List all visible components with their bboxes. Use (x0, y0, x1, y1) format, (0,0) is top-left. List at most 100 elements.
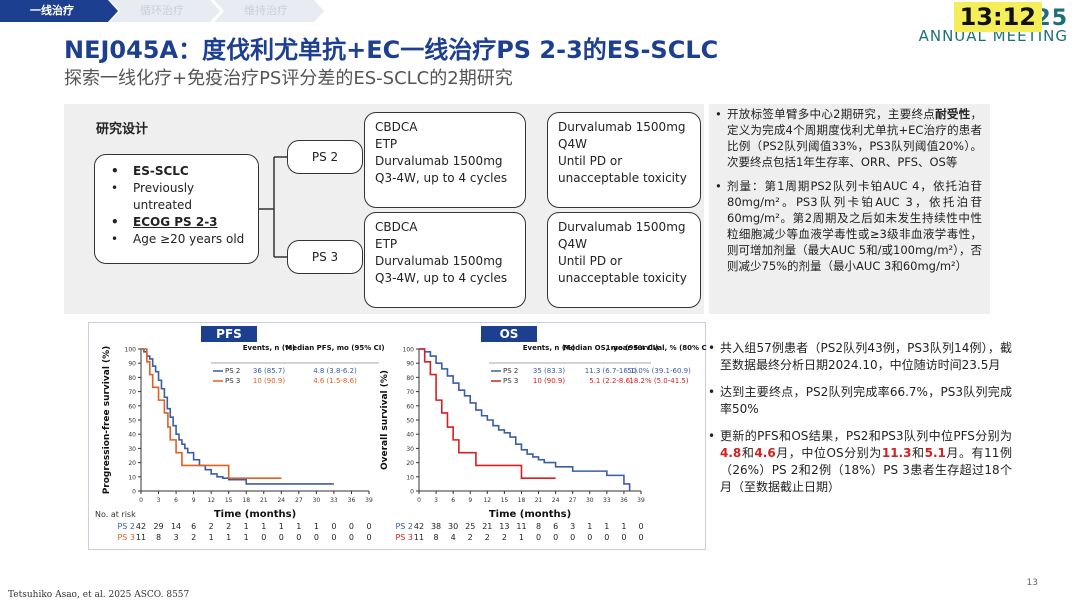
x-tick-label: 30 (313, 497, 321, 504)
note-text: ，定义为完成4个周期度伐利尤单抗+EC治疗的患者比例（PS2队列阈值33%，PS… (727, 107, 982, 169)
tab-cycle[interactable]: 循环治疗 (110, 0, 220, 22)
y-tick-label: 0 (132, 489, 136, 496)
note-text: 和 (911, 446, 925, 460)
at-risk-value: 3 (174, 533, 179, 542)
y-tick-label: 60 (406, 403, 414, 410)
at-risk-value: 1 (244, 533, 249, 542)
at-risk-value: 2 (226, 522, 231, 531)
tab-maintenance[interactable]: 维持治疗 (214, 0, 324, 22)
at-risk-value: 2 (502, 533, 507, 542)
tab-first-line[interactable]: 一线治疗 (0, 0, 118, 22)
at-risk-value: 0 (553, 533, 558, 542)
at-risk-value: 8 (434, 533, 439, 542)
y-tick-label: 80 (128, 375, 136, 382)
highlight-value: 4.6 (754, 446, 776, 460)
design-label: 研究设计 (96, 122, 149, 137)
chart-title: PFS (216, 327, 242, 341)
at-risk-value: 25 (465, 522, 475, 531)
x-tick-label: 33 (603, 497, 611, 504)
chart-title-badge (201, 326, 257, 342)
x-axis-label: Time (months) (214, 509, 296, 520)
x-tick-label: 12 (207, 497, 215, 504)
at-risk-value: 21 (482, 522, 492, 531)
x-tick-label: 3 (434, 497, 438, 504)
series-events: 10 (90.9) (533, 377, 565, 385)
at-risk-value: 0 (331, 533, 336, 542)
at-risk-value: 0 (587, 533, 592, 542)
at-risk-value: 30 (448, 522, 458, 531)
x-tick-label: 39 (365, 497, 373, 504)
at-risk-value: 0 (604, 533, 609, 542)
results-notes: 共入组57例患者（PS2队列43例，PS3队列14例），截至数据最终分析日期20… (708, 340, 1012, 506)
km-curve-ps3 (141, 348, 282, 480)
x-tick-label: 27 (569, 497, 577, 504)
at-risk-value: 0 (296, 533, 301, 542)
chart-title-badge (481, 326, 537, 342)
at-risk-value: 6 (553, 522, 558, 531)
x-tick-label: 9 (192, 497, 196, 504)
at-risk-value: 0 (638, 533, 643, 542)
series-survival: 18.2% (5.0-41.5) (629, 377, 688, 385)
criterion-2: Previously untreated (103, 180, 250, 214)
maintenance-line: Q4W (558, 237, 587, 251)
km-charts-panel: PFS 0 10 20 30 40 50 60 70 80 90 100 0 3 6 9 12 15 18 21 24 2… (88, 322, 707, 550)
legend-label: PS 2 (503, 367, 518, 375)
x-tick-label: 21 (535, 497, 543, 504)
y-tick-label: 0 (410, 489, 414, 496)
y-tick-label: 90 (128, 361, 136, 368)
at-risk-label: No. at risk (95, 510, 136, 519)
at-risk-value: 1 (209, 533, 214, 542)
x-axis-label: Time (months) (489, 509, 571, 520)
y-tick-label: 10 (406, 474, 414, 481)
x-tick-label: 18 (518, 497, 526, 504)
y-tick-label: 70 (128, 389, 136, 396)
x-tick-label: 33 (330, 497, 338, 504)
footnote: Tetsuhiko Asao, et al. 2025 ASCO. 8557 (8, 590, 190, 600)
ps2-induction-box: CBDCA ETP Durvalumab 1500mg Q3-4W, up to… (364, 112, 526, 208)
y-tick-label: 60 (128, 403, 136, 410)
note-bold: 耐受性 (935, 107, 971, 121)
page-number: 13 (1026, 578, 1038, 588)
maintenance-line: Durvalumab 1500mg (558, 220, 686, 234)
ps3-box: PS 3 (287, 240, 363, 274)
x-tick-label: 15 (501, 497, 509, 504)
at-risk-value: 14 (171, 522, 181, 531)
y-tick-label: 30 (406, 446, 414, 453)
induction-line: Durvalumab 1500mg (375, 154, 503, 168)
x-tick-label: 0 (417, 497, 421, 504)
y-tick-label: 40 (128, 432, 136, 439)
ps2-maintenance-box: Durvalumab 1500mg Q4W Until PD or unacce… (547, 112, 701, 208)
highlight-value: 5.1 (924, 446, 946, 460)
note-text: 剂量：第1周期PS2队列卡铂AUC 4，依托泊苷80mg/m²。PS3队列卡铂A… (727, 179, 982, 273)
page-subtitle: 探索一线化疗+免疫治疗PS评分差的ES-SCLC的2期研究 (64, 68, 513, 89)
note-text: 月。有11例（26%）PS 2和2例（18%）PS 3患者生存超过18个月（至数… (720, 446, 1012, 494)
criterion-4: Age ≥20 years old (103, 231, 250, 248)
at-risk-value: 0 (570, 533, 575, 542)
y-tick-label: 50 (128, 418, 136, 425)
maintenance-line: Until PD or (558, 254, 623, 268)
y-tick-label: 100 (403, 347, 415, 354)
table-header: Events, n (%) (523, 344, 576, 352)
at-risk-value: 29 (153, 522, 163, 531)
x-tick-label: 6 (451, 497, 455, 504)
page-title: NEJ045A：度伐利尤单抗+EC一线治疗PS 2-3的ES-SCLC (64, 36, 719, 64)
y-tick-label: 20 (406, 460, 414, 467)
series-events: 35 (83.3) (533, 367, 565, 375)
ps2-box: PS 2 (287, 140, 363, 174)
x-tick-label: 27 (295, 497, 303, 504)
at-risk-value: 2 (191, 533, 196, 542)
at-risk-value: 1 (279, 522, 284, 531)
y-tick-label: 80 (406, 375, 414, 382)
at-risk-value: 0 (349, 533, 354, 542)
tab-bar: 一线治疗 循环治疗 维持治疗 (0, 0, 340, 22)
at-risk-value: 42 (414, 522, 424, 531)
clock-overlay: 13:12 (953, 2, 1042, 32)
ps3-induction-box: CBDCA ETP Durvalumab 1500mg Q3-4W, up to… (364, 212, 526, 308)
at-risk-value: 1 (621, 522, 626, 531)
chart-title: OS (500, 327, 519, 341)
x-tick-label: 39 (637, 497, 645, 504)
at-risk-value: 42 (136, 522, 146, 531)
at-risk-value: 0 (621, 533, 626, 542)
y-axis-label: Progression-free survival (%) (102, 346, 112, 495)
